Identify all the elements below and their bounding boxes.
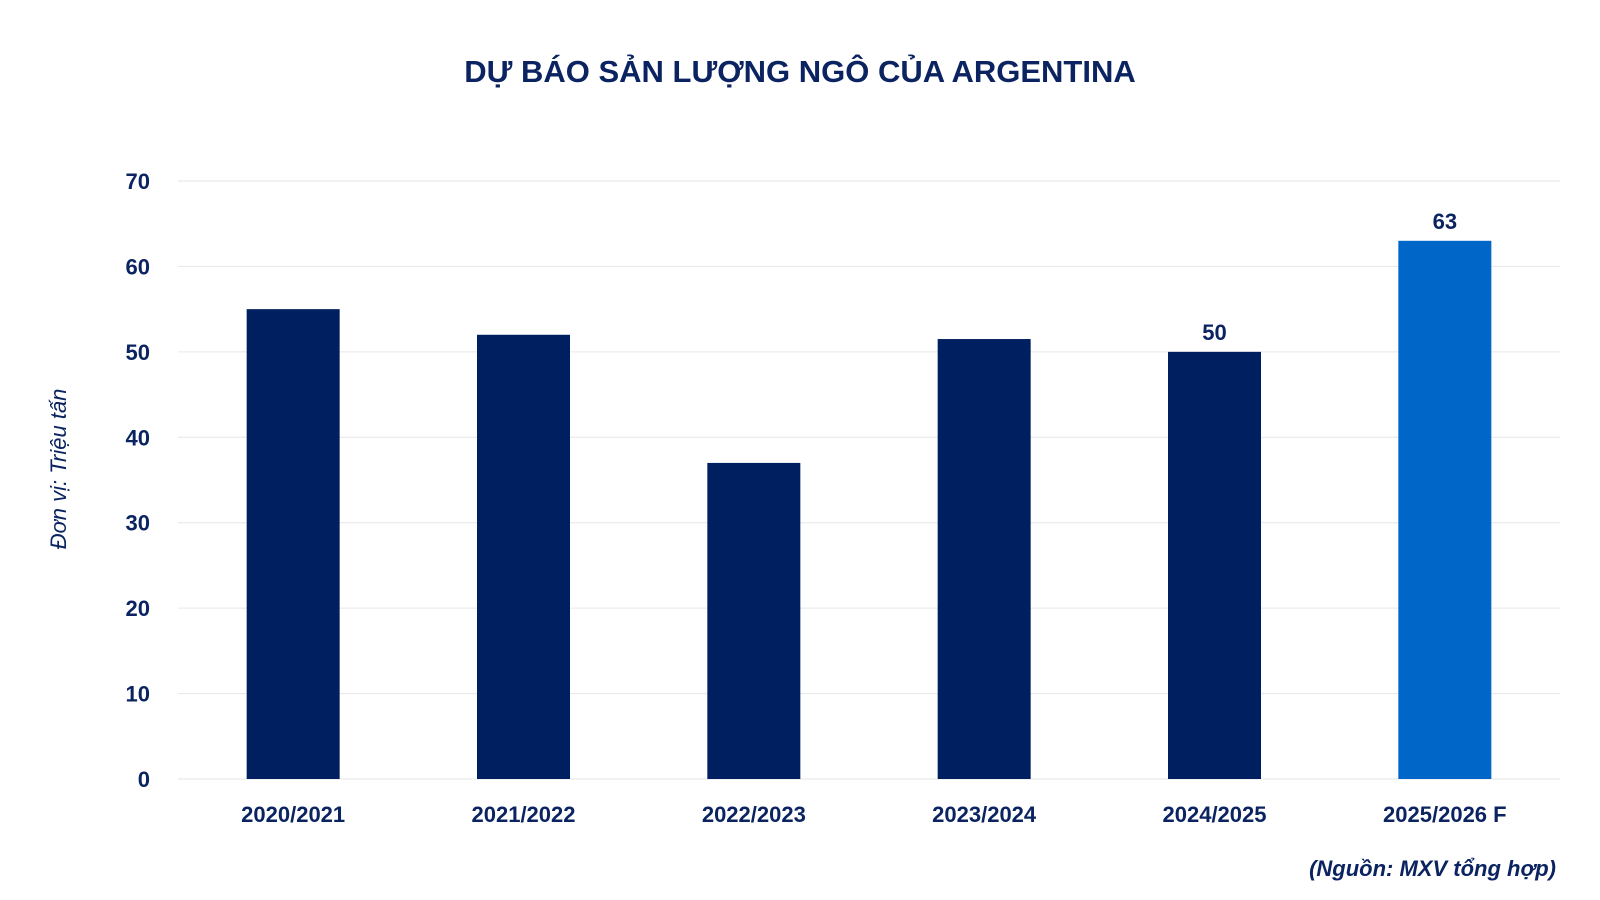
y-tick-label: 20 [126, 596, 150, 621]
x-tick-label: 2020/2021 [241, 802, 345, 827]
x-axis-ticks: 2020/2021 2021/2022 2022/2023 2023/2024 2024… [241, 802, 1506, 827]
x-tick-label: 2023/2024 [932, 802, 1037, 827]
y-tick-label: 50 [126, 340, 150, 365]
y-tick-label: 10 [126, 682, 150, 707]
chart-title: DỰ BÁO SẢN LƯỢNG NGÔ CỦA ARGENTINA [464, 53, 1135, 89]
bar-1 [246, 309, 340, 779]
y-tick-label: 0 [138, 767, 150, 792]
y-tick-label: 70 [126, 169, 150, 194]
source-note: (Nguồn: MXV tổng hợp) [1309, 856, 1556, 881]
data-label: 63 [1433, 209, 1457, 234]
data-labels: 50 63 [1202, 209, 1457, 345]
bars [246, 240, 1492, 780]
bar-3 [707, 462, 801, 779]
x-tick-label: 2025/2026 F [1383, 802, 1507, 827]
bar-5 [1168, 351, 1261, 779]
x-tick-label: 2021/2022 [472, 802, 576, 827]
y-tick-label: 40 [126, 425, 150, 450]
gridlines [178, 180, 1560, 780]
y-axis-label: Đơn vị: Triệu tấn [46, 389, 71, 550]
data-label: 50 [1202, 320, 1226, 345]
bar-2 [477, 334, 570, 779]
x-tick-label: 2022/2023 [702, 802, 806, 827]
y-axis-ticks: 0 10 20 30 40 50 60 70 [126, 169, 150, 792]
y-tick-label: 30 [126, 511, 150, 536]
x-tick-label: 2024/2025 [1163, 802, 1267, 827]
bar-4 [937, 339, 1031, 779]
bar-6 [1398, 240, 1492, 780]
y-tick-label: 60 [126, 254, 150, 279]
